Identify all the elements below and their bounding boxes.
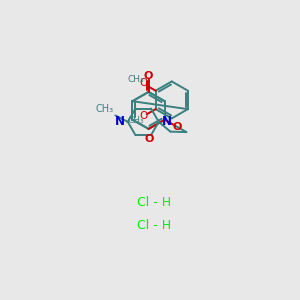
Text: Cl - H: Cl - H	[137, 196, 171, 209]
Text: O: O	[144, 71, 153, 81]
Text: O: O	[139, 111, 147, 121]
Text: O: O	[139, 79, 147, 88]
Text: CH₃: CH₃	[128, 116, 144, 125]
Text: CH₃: CH₃	[128, 75, 144, 84]
Text: Cl - H: Cl - H	[137, 219, 171, 232]
Text: O: O	[144, 134, 154, 143]
Text: N: N	[114, 116, 124, 128]
Text: N: N	[162, 116, 172, 128]
Text: O: O	[173, 122, 182, 132]
Text: CH₃: CH₃	[95, 103, 113, 114]
